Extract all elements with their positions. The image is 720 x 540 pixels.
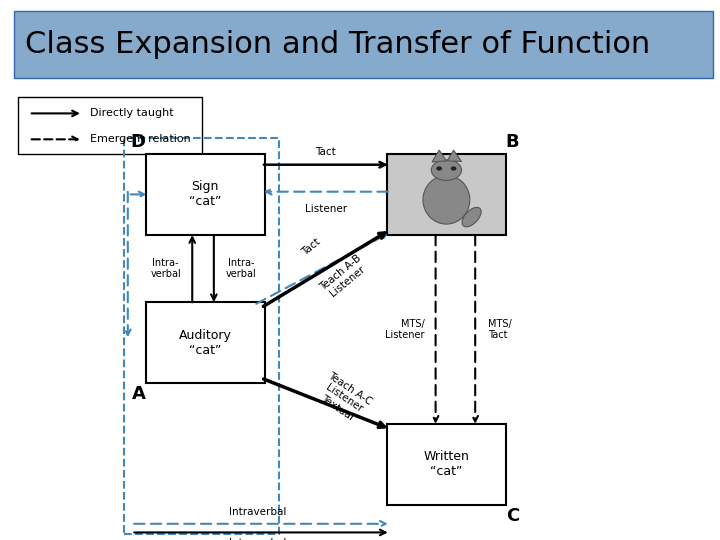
FancyBboxPatch shape (14, 11, 713, 78)
Text: Directly taught: Directly taught (90, 109, 174, 118)
Text: Tact: Tact (300, 237, 323, 258)
Ellipse shape (431, 160, 462, 180)
Ellipse shape (423, 176, 469, 224)
FancyBboxPatch shape (387, 154, 505, 235)
FancyBboxPatch shape (145, 154, 265, 235)
Text: Emergent relation: Emergent relation (90, 134, 191, 144)
Polygon shape (432, 150, 446, 162)
Text: D: D (131, 133, 145, 151)
Circle shape (436, 166, 442, 171)
Text: Teach A-B
Listener: Teach A-B Listener (318, 253, 370, 301)
Circle shape (451, 166, 456, 171)
FancyBboxPatch shape (145, 302, 265, 383)
Text: MTS/
Tact: MTS/ Tact (488, 319, 512, 340)
Text: MTS/
Listener: MTS/ Listener (385, 319, 425, 340)
Text: Sign
“cat”: Sign “cat” (189, 180, 221, 208)
Text: Intraverbal: Intraverbal (229, 538, 286, 540)
Ellipse shape (462, 207, 481, 227)
Text: Intra-
verbal: Intra- verbal (226, 258, 256, 280)
Text: Intra-
verbal: Intra- verbal (150, 258, 181, 280)
FancyBboxPatch shape (18, 97, 202, 154)
Text: Intraverbal: Intraverbal (229, 507, 286, 517)
Text: Auditory
“cat”: Auditory “cat” (179, 329, 232, 357)
Text: Written
“cat”: Written “cat” (423, 450, 469, 478)
Text: Class Expansion and Transfer of Function: Class Expansion and Transfer of Function (25, 30, 650, 59)
Text: Teach A-C
Listener
Textual: Teach A-C Listener Textual (313, 370, 374, 426)
Text: Listener: Listener (305, 204, 347, 214)
Text: C: C (505, 507, 519, 524)
Text: A: A (132, 385, 145, 403)
Text: B: B (505, 133, 519, 151)
Text: Tact: Tact (315, 146, 336, 157)
FancyBboxPatch shape (387, 424, 505, 505)
Polygon shape (447, 150, 462, 161)
